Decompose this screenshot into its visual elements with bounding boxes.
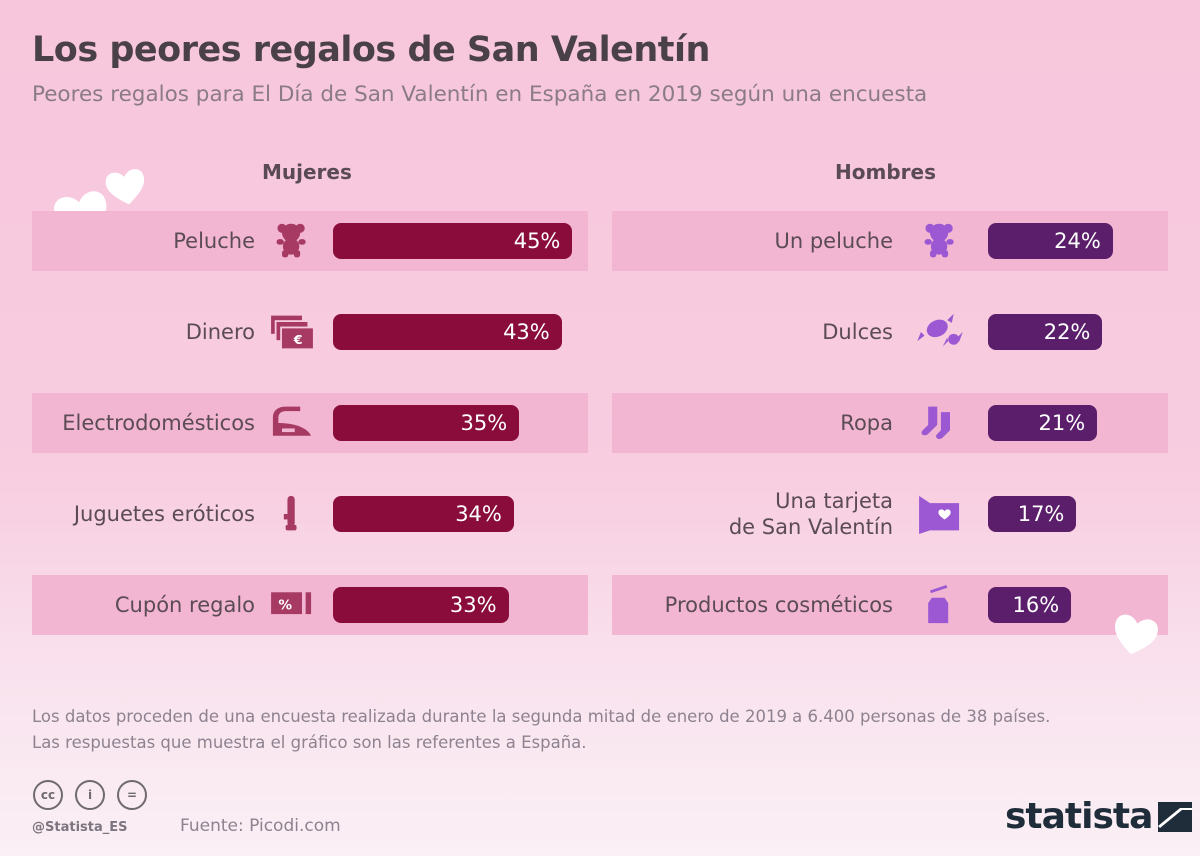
data-label: 16% bbox=[1012, 593, 1060, 617]
bar: 16% bbox=[988, 587, 1072, 623]
bar: 22% bbox=[988, 314, 1103, 350]
no-derivatives-icon: = bbox=[117, 780, 147, 810]
category-label: Electrodomésticos bbox=[62, 411, 255, 435]
candy-icon bbox=[917, 313, 963, 347]
bar: 17% bbox=[988, 496, 1077, 532]
data-label: 17% bbox=[1017, 502, 1065, 526]
card-icon bbox=[919, 495, 960, 534]
bar-row: Dulces 22% bbox=[612, 302, 1168, 362]
bar-row: Dinero €43% bbox=[32, 302, 588, 362]
statista-logo: statista bbox=[1005, 796, 1193, 837]
statista-logo-icon bbox=[1158, 801, 1193, 832]
bar-row: Cupón regalo% 33% bbox=[32, 575, 588, 635]
data-label: 35% bbox=[460, 411, 508, 435]
bar: 21% bbox=[988, 405, 1098, 441]
category-label: Dulces bbox=[822, 320, 893, 344]
bar: 34% bbox=[333, 496, 514, 532]
coupon-icon: % bbox=[271, 592, 312, 615]
data-label: 34% bbox=[455, 502, 502, 526]
cosmetics-icon bbox=[928, 585, 949, 624]
bar-row: Juguetes eróticos 34% bbox=[32, 484, 588, 544]
panel-title-mujeres: Mujeres bbox=[262, 160, 352, 184]
footnote-line: Las respuestas que muestra el gráfico so… bbox=[32, 733, 587, 752]
svg-text:€: € bbox=[293, 332, 303, 347]
bar: 24% bbox=[988, 223, 1113, 259]
category-label: Productos cosméticos bbox=[664, 593, 893, 617]
money-icon: € bbox=[271, 315, 313, 349]
teddy-bear-icon bbox=[924, 223, 954, 258]
category-label: Un peluche bbox=[774, 229, 893, 253]
teddy-bear-icon bbox=[276, 223, 306, 258]
footnote-line: Los datos proceden de una encuesta reali… bbox=[32, 707, 1051, 726]
twitter-handle: @Statista_ES bbox=[32, 820, 128, 835]
chart-title: Los peores regalos de San Valentín bbox=[32, 30, 710, 70]
bar: 45% bbox=[333, 223, 573, 259]
cc-license-icon: cc bbox=[33, 780, 63, 810]
iron-icon bbox=[272, 406, 312, 436]
category-label: Dinero bbox=[185, 320, 255, 344]
data-label: 21% bbox=[1038, 411, 1086, 435]
bar: 33% bbox=[333, 587, 509, 623]
data-label: 43% bbox=[503, 320, 550, 344]
heart-icon bbox=[105, 169, 145, 205]
bar-row: Electrodomésticos 35% bbox=[32, 393, 588, 453]
footnote: Los datos proceden de una encuesta reali… bbox=[32, 704, 1050, 756]
data-label: 22% bbox=[1043, 320, 1091, 344]
data-label: 33% bbox=[449, 593, 497, 617]
data-label: 24% bbox=[1054, 229, 1101, 253]
socks-icon bbox=[921, 406, 950, 440]
brand-name: statista bbox=[1005, 796, 1153, 837]
bar-row: Una tarjeta de San Valentín 17% bbox=[612, 484, 1168, 544]
category-label: Juguetes eróticos bbox=[73, 502, 255, 526]
chart-subtitle: Peores regalos para El Día de San Valent… bbox=[32, 82, 928, 107]
source: Fuente: Picodi.com bbox=[180, 816, 341, 836]
bar-row: Peluche 45% bbox=[32, 211, 588, 271]
category-label: Una tarjeta de San Valentín bbox=[728, 489, 893, 539]
bar-row: Productos cosméticos 16% bbox=[612, 575, 1168, 635]
bar-row: Un peluche 24% bbox=[612, 211, 1168, 271]
toy-icon bbox=[283, 495, 297, 531]
category-label: Ropa bbox=[840, 411, 893, 435]
category-label: Cupón regalo bbox=[114, 593, 255, 617]
bar: 35% bbox=[333, 405, 520, 441]
category-label: Peluche bbox=[173, 229, 255, 253]
heart-icon bbox=[1114, 614, 1158, 655]
bar: 43% bbox=[333, 314, 562, 350]
data-label: 45% bbox=[513, 229, 561, 253]
bar-row: Ropa 21% bbox=[612, 393, 1168, 453]
panel-title-hombres: Hombres bbox=[835, 160, 936, 184]
svg-text:%: % bbox=[278, 598, 292, 614]
attribution-icon: i bbox=[75, 780, 105, 810]
